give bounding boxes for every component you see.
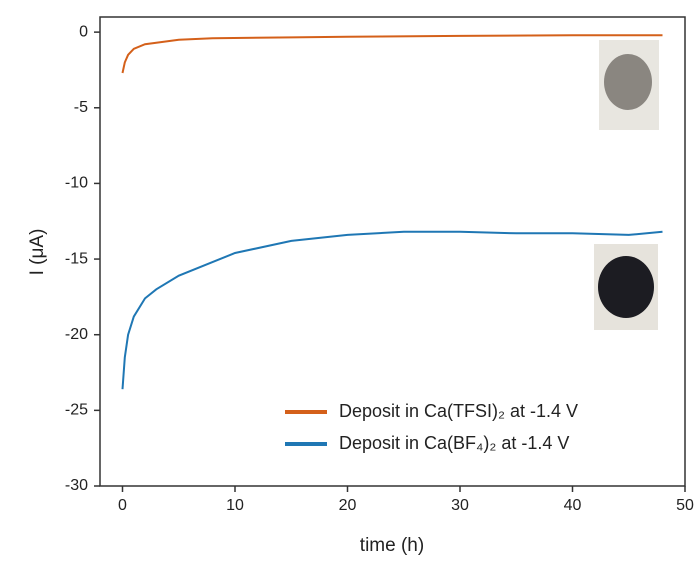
chart: time (h) I (μA) 0 10 20 30 40 50 0 -5 -10 -15 -20 -… bbox=[0, 0, 697, 559]
y-tick-label: -25 bbox=[65, 402, 88, 419]
x-tick-label: 50 bbox=[676, 497, 694, 514]
line-series bbox=[123, 35, 663, 73]
y-tick-label: -20 bbox=[65, 326, 88, 343]
x-tick-label: 40 bbox=[564, 497, 582, 514]
x-tick-label: 0 bbox=[118, 497, 127, 514]
legend-label: Deposit in Ca(TFSI)₂ at -1.4 V bbox=[339, 401, 578, 421]
photo-sample bbox=[604, 54, 652, 110]
y-tick-label: -15 bbox=[65, 250, 88, 267]
y-tick-label: -5 bbox=[74, 99, 88, 116]
legend-label: Deposit in Ca(BF₄)₂ at -1.4 V bbox=[339, 433, 569, 453]
x-tick-label: 30 bbox=[451, 497, 469, 514]
y-tick-label: -30 bbox=[65, 477, 88, 494]
y-axis-label: I (μA) bbox=[27, 229, 48, 276]
photo-sample bbox=[598, 256, 654, 318]
x-axis-label: time (h) bbox=[360, 535, 424, 556]
y-tick-label: -10 bbox=[65, 175, 88, 192]
line-series bbox=[123, 232, 663, 389]
x-tick-label: 20 bbox=[339, 497, 357, 514]
y-tick-label: 0 bbox=[79, 23, 88, 40]
x-tick-label: 10 bbox=[226, 497, 244, 514]
